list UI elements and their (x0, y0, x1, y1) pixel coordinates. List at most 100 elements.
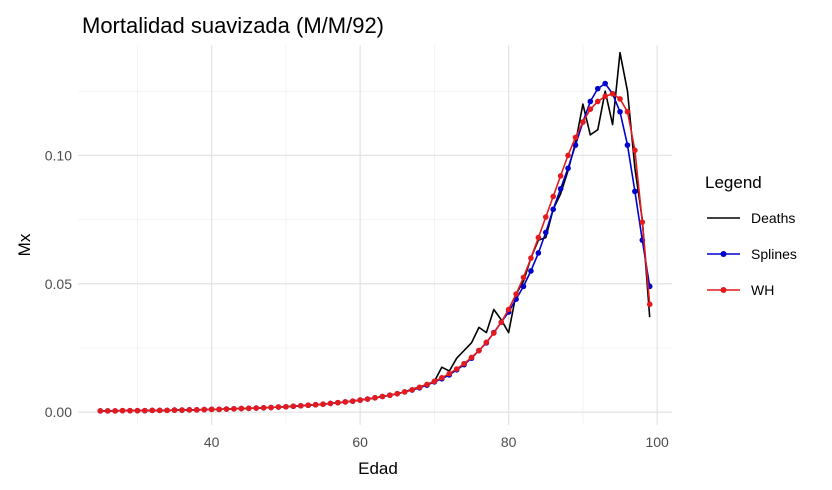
data-point-wh (194, 407, 200, 413)
legend-item-splines: Splines (707, 246, 797, 262)
data-point-wh (439, 374, 445, 381)
legend-item-deaths: Deaths (707, 210, 795, 226)
data-point-wh (290, 403, 297, 410)
y-tick-label: 0.10 (45, 147, 72, 163)
legend-item-wh: WH (707, 282, 774, 298)
data-point-wh (528, 255, 534, 261)
data-point-wh (342, 399, 349, 405)
data-point-wh (335, 399, 341, 406)
series-line-wh (100, 93, 651, 412)
data-point-wh (387, 392, 393, 399)
data-point-wh (401, 389, 408, 395)
data-point-wh (268, 404, 274, 411)
legend-marker-wh (720, 287, 727, 293)
data-point-splines (572, 142, 579, 148)
data-point-wh (216, 406, 222, 413)
data-point-wh (112, 408, 118, 414)
legend-label-deaths: Deaths (751, 210, 795, 226)
data-point-wh (565, 152, 571, 159)
data-point-splines (557, 185, 564, 192)
data-point-wh (416, 384, 423, 391)
data-point-splines (624, 142, 631, 148)
chart-title: Mortalidad suavizada (M/M/92) (82, 13, 384, 38)
data-point-wh (231, 406, 237, 412)
legend-label-splines: Splines (751, 246, 797, 262)
y-axis-title: Mx (15, 233, 34, 256)
series-splines (97, 80, 653, 414)
data-point-wh (320, 401, 326, 408)
data-point-wh (483, 339, 490, 346)
data-point-wh (186, 407, 193, 413)
data-point-wh (498, 319, 505, 326)
data-point-wh (156, 407, 163, 414)
y-tick-label: 0.00 (45, 404, 72, 420)
data-point-wh (632, 147, 638, 154)
legend-marker-splines (720, 251, 727, 257)
series-line-deaths (100, 51, 651, 412)
data-point-wh (520, 274, 527, 281)
data-point-wh (624, 108, 631, 115)
x-tick-label: 60 (352, 434, 368, 450)
data-point-splines (542, 229, 549, 236)
x-axis: 40 60 80 100 (204, 434, 669, 450)
data-point-splines (632, 188, 638, 195)
data-point-wh (476, 347, 482, 354)
data-point-wh (149, 407, 156, 414)
data-point-wh (297, 402, 304, 409)
grid (78, 45, 672, 425)
x-tick-label: 80 (501, 434, 517, 450)
data-point-wh (646, 301, 653, 308)
data-point-wh (394, 390, 401, 397)
data-point-wh (513, 291, 519, 297)
data-point-splines (528, 268, 534, 274)
data-point-wh (535, 234, 542, 241)
data-point-wh (379, 393, 386, 400)
data-point-wh (142, 407, 148, 414)
data-point-wh (164, 407, 170, 414)
data-point-splines (617, 108, 623, 115)
data-point-wh (275, 404, 282, 410)
legend: Legend Deaths Splines WH (705, 173, 797, 298)
data-point-wh (580, 119, 586, 125)
data-point-wh (223, 406, 230, 412)
data-point-wh (349, 398, 356, 404)
data-point-wh (550, 193, 556, 200)
legend-label-wh: WH (751, 282, 774, 298)
data-point-wh (171, 407, 178, 413)
data-point-wh (327, 400, 334, 407)
data-point-wh (542, 214, 549, 220)
data-point-wh (283, 403, 289, 410)
data-point-wh (594, 98, 601, 105)
data-point-wh (201, 406, 208, 413)
data-point-wh (409, 387, 415, 393)
legend-title: Legend (705, 173, 762, 192)
data-point-splines (587, 98, 594, 105)
plot-area (97, 51, 653, 414)
data-point-wh (253, 405, 259, 411)
series-wh (97, 90, 653, 414)
x-tick-label: 40 (204, 434, 220, 450)
data-point-splines (565, 165, 571, 172)
data-point-wh (134, 407, 141, 414)
x-axis-title: Edad (358, 459, 398, 478)
data-point-wh (424, 381, 430, 388)
data-point-wh (461, 360, 467, 367)
y-tick-label: 0.05 (45, 276, 72, 292)
data-point-wh (453, 366, 460, 372)
data-point-wh (572, 134, 579, 141)
data-point-wh (468, 354, 475, 361)
data-point-wh (602, 93, 608, 100)
data-point-wh (245, 405, 252, 412)
data-point-wh (505, 306, 512, 313)
data-point-wh (639, 219, 646, 225)
y-axis: 0.00 0.05 0.10 (45, 147, 72, 420)
data-point-wh (364, 396, 371, 402)
data-point-wh (431, 378, 438, 385)
data-point-wh (609, 90, 616, 97)
data-point-splines (550, 206, 556, 213)
data-point-wh (208, 406, 215, 413)
data-point-wh (119, 407, 126, 414)
series-deaths (100, 51, 651, 412)
series-line-splines (100, 82, 651, 412)
